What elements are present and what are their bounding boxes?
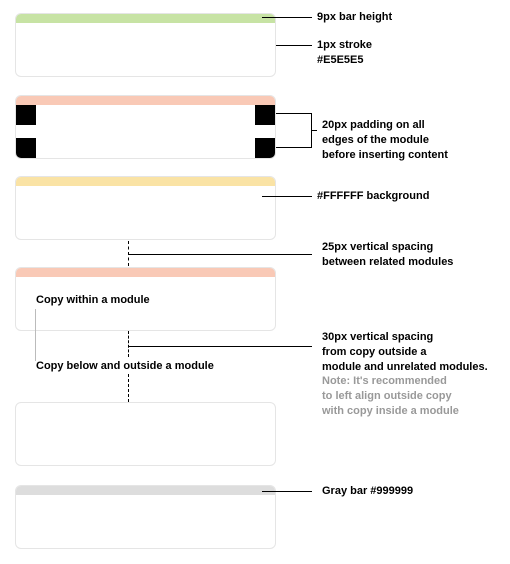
module-background	[15, 176, 276, 240]
leader-bar-height	[262, 17, 312, 18]
red-bar	[16, 96, 275, 105]
green-bar	[16, 14, 275, 23]
leader-related-spacing	[128, 254, 312, 255]
unrelated-spacing-marker-top	[128, 331, 129, 357]
padding-top-right	[255, 105, 275, 125]
module-green	[15, 13, 276, 77]
leader-unrelated-spacing	[128, 346, 312, 347]
bar-height-label: 9px bar height	[317, 11, 393, 23]
bracket-bottom	[276, 147, 312, 148]
gray-bar	[16, 486, 275, 495]
leader-gray-bar	[262, 491, 312, 492]
module-gray	[15, 485, 276, 549]
gray-bar-label: Gray bar #999999	[322, 485, 414, 497]
unrelated-spacing-label: 30px vertical spacing from copy outside …	[322, 331, 488, 373]
module-copy	[15, 267, 276, 331]
stroke-label: 1px stroke #E5E5E5	[317, 39, 373, 66]
red-bar-copy-module	[16, 268, 275, 277]
padding-top-left	[16, 105, 36, 125]
unrelated-spacing-marker-bottom	[128, 374, 129, 402]
copy-inside-module: Copy within a module	[36, 294, 150, 306]
related-spacing-label: 25px vertical spacing between related mo…	[322, 241, 454, 268]
padding-label: 20px padding on all edges of the module …	[322, 119, 448, 161]
leader-stroke	[276, 45, 312, 46]
padding-bottom-left	[16, 138, 36, 158]
module-plain	[15, 402, 276, 466]
padding-bottom-right	[255, 138, 275, 158]
leader-background	[262, 196, 312, 197]
copy-outside-module: Copy below and outside a module	[36, 360, 214, 372]
background-label: #FFFFFF background	[317, 190, 430, 202]
alignment-note: Note: It's recommended to left align out…	[322, 375, 459, 417]
copy-alignment-line	[35, 309, 36, 361]
bracket-top	[276, 113, 312, 114]
yellow-bar	[16, 177, 275, 186]
bracket-tick	[311, 130, 317, 131]
module-padding	[15, 95, 276, 159]
related-spacing-marker	[128, 241, 129, 266]
